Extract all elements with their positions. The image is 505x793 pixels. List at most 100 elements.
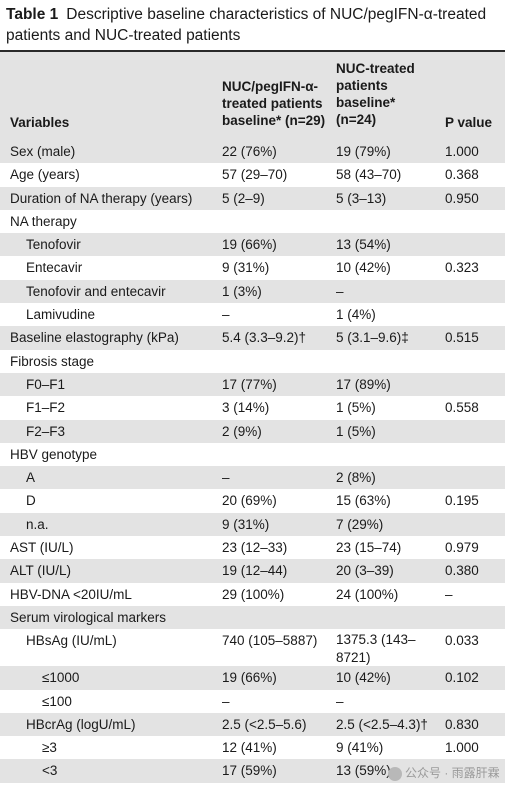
table-header: Variables NUC/pegIFN-α- treated patients… — [0, 50, 505, 142]
row-group2-value: – — [336, 283, 344, 299]
wechat-icon — [388, 766, 402, 781]
header-group2-line: baseline* — [336, 95, 396, 110]
row-group1-value: 9 (31%) — [222, 260, 270, 276]
header-group2-line: (n=24) — [336, 112, 377, 127]
row-group1-value: 9 (31%) — [222, 516, 270, 532]
row-group2-value: 13 (59%) — [336, 763, 391, 779]
row-pvalue: 0.368 — [445, 167, 479, 183]
table-row: Duration of NA therapy (years) 5 (2–9) 5 (… — [0, 186, 505, 210]
row-variable: ≤100 — [42, 693, 72, 709]
row-group1-value: 19 (66%) — [222, 670, 277, 686]
row-pvalue: 1.000 — [445, 740, 479, 756]
table-row: Serum virological markers — [0, 605, 505, 630]
row-pvalue: 0.950 — [445, 190, 479, 206]
table-caption: Descriptive baseline characteristics of … — [6, 6, 487, 44]
header-group1-line: treated patients — [222, 96, 323, 111]
row-group1-value: – — [222, 307, 230, 323]
table-row: Tenofovir 19 (66%) 13 (54%) — [0, 233, 505, 257]
row-pvalue: 0.323 — [445, 260, 479, 276]
row-pvalue: 0.195 — [445, 493, 479, 509]
table-row: ALT (IU/L) 19 (12–44) 20 (3–39) 0.380 — [0, 559, 505, 583]
row-variable: HBV genotype — [10, 446, 98, 462]
row-group1-value: 740 (105–5887) — [222, 633, 318, 649]
row-variable: Serum virological markers — [10, 609, 167, 625]
table-row: HBsAg (IU/mL) 740 (105–5887) 1375.3 (143–8… — [0, 629, 505, 666]
row-group1-value: 2.5 (<2.5–5.6) — [222, 716, 307, 732]
row-group2-value: 7 (29%) — [336, 516, 384, 532]
table-row: A – 2 (8%) — [0, 466, 505, 490]
row-pvalue: 0.515 — [445, 330, 479, 346]
row-variable: Lamivudine — [26, 307, 96, 323]
table-row: F2–F3 2 (9%) 1 (5%) — [0, 419, 505, 443]
row-group1-value: – — [222, 470, 230, 486]
table-row: Baseline elastography (kPa) 5.4 (3.3–9.2)… — [0, 326, 505, 350]
row-pvalue: 0.102 — [445, 670, 479, 686]
row-group2-value: 13 (54%) — [336, 237, 391, 253]
table-row: F1–F2 3 (14%) 1 (5%) 0.558 — [0, 396, 505, 419]
table-body: Sex (male) 22 (76%) 19 (79%) 1.000 Age (year… — [0, 140, 505, 783]
header-variables: Variables — [10, 115, 70, 130]
row-variable: Fibrosis stage — [10, 353, 95, 369]
row-group2-value: 9 (41%) — [336, 740, 384, 756]
row-variable: HBV-DNA <20IU/mL — [10, 586, 132, 602]
row-group1-value: 12 (41%) — [222, 740, 277, 756]
watermark: 公众号 · 雨露肝霖 — [388, 763, 500, 783]
row-group2-value: 1 (4%) — [336, 307, 376, 323]
row-variable: ≥3 — [42, 740, 57, 756]
row-pvalue: 0.979 — [445, 540, 479, 556]
header-group2: NUC-treated patients baseline* (n=24) — [336, 60, 415, 128]
table-title: Table 1 Descriptive baseline characterist… — [6, 4, 501, 46]
row-variable: ≤1000 — [42, 670, 80, 686]
table-row: D 20 (69%) 15 (63%) 0.195 — [0, 489, 505, 512]
row-variable: HBcrAg (logU/mL) — [26, 716, 136, 732]
table-row: Lamivudine – 1 (4%) — [0, 303, 505, 326]
row-variable: Entecavir — [26, 260, 83, 276]
row-variable: ALT (IU/L) — [10, 563, 72, 579]
table-row: ≥3 12 (41%) 9 (41%) 1.000 — [0, 736, 505, 759]
row-group1-value: 1 (3%) — [222, 283, 262, 299]
row-variable: n.a. — [26, 516, 49, 532]
header-group1: NUC/pegIFN-α- treated patients baseline*… — [222, 78, 325, 129]
row-variable: Tenofovir — [26, 237, 81, 253]
row-variable: Sex (male) — [10, 144, 76, 159]
row-group1-value: 22 (76%) — [222, 144, 277, 159]
row-group1-value: 57 (29–70) — [222, 167, 288, 183]
row-variable: Duration of NA therapy (years) — [10, 190, 193, 206]
table-row: ≤100 – – — [0, 690, 505, 713]
row-group1-value: 17 (77%) — [222, 376, 277, 392]
row-variable: D — [26, 493, 36, 509]
row-pvalue: 0.380 — [445, 563, 479, 579]
header-group1-line: baseline* (n=29) — [222, 113, 326, 128]
row-group2-value: 20 (3–39) — [336, 563, 394, 579]
row-group2-value: 5 (3–13) — [336, 190, 387, 206]
watermark-text: 公众号 · 雨露肝霖 — [405, 766, 500, 780]
row-group1-value: – — [222, 693, 230, 709]
row-group1-value: 17 (59%) — [222, 763, 277, 779]
row-group1-value: 20 (69%) — [222, 493, 277, 509]
row-group2-value: 10 (42%) — [336, 260, 391, 276]
table-row: HBV-DNA <20IU/mL 29 (100%) 24 (100%) – — [0, 583, 505, 606]
row-group2-value: 5 (3.1–9.6)‡ — [336, 330, 409, 346]
row-group2-value: 23 (15–74) — [336, 540, 402, 556]
table-row: n.a. 9 (31%) 7 (29%) — [0, 512, 505, 537]
header-pvalue: P value — [445, 115, 493, 130]
row-group1-value: 2 (9%) — [222, 423, 262, 439]
row-variable: AST (IU/L) — [10, 540, 74, 556]
row-pvalue: 0.033 — [445, 633, 479, 649]
row-group1-value: 5 (2–9) — [222, 190, 265, 206]
row-variable: HBsAg (IU/mL) — [26, 633, 117, 649]
row-variable: F0–F1 — [26, 376, 66, 392]
row-variable: NA therapy — [10, 213, 77, 229]
row-group2-value: 15 (63%) — [336, 493, 391, 509]
header-group1-line: NUC/pegIFN-α- — [222, 79, 319, 94]
table-row: Sex (male) 22 (76%) 19 (79%) 1.000 — [0, 140, 505, 164]
row-group2-value: 19 (79%) — [336, 144, 391, 159]
row-pvalue: 0.830 — [445, 716, 479, 732]
header-group2-line: patients — [336, 78, 388, 93]
table-row: AST (IU/L) 23 (12–33) 23 (15–74) 0.979 — [0, 536, 505, 559]
table-row: HBV genotype — [0, 443, 505, 466]
row-group1-value: 5.4 (3.3–9.2)† — [222, 330, 307, 346]
row-variable: Age (years) — [10, 167, 80, 183]
row-variable: Baseline elastography (kPa) — [10, 330, 179, 346]
table-row: HBcrAg (logU/mL) 2.5 (<2.5–5.6) 2.5 (<2.5–… — [0, 712, 505, 737]
